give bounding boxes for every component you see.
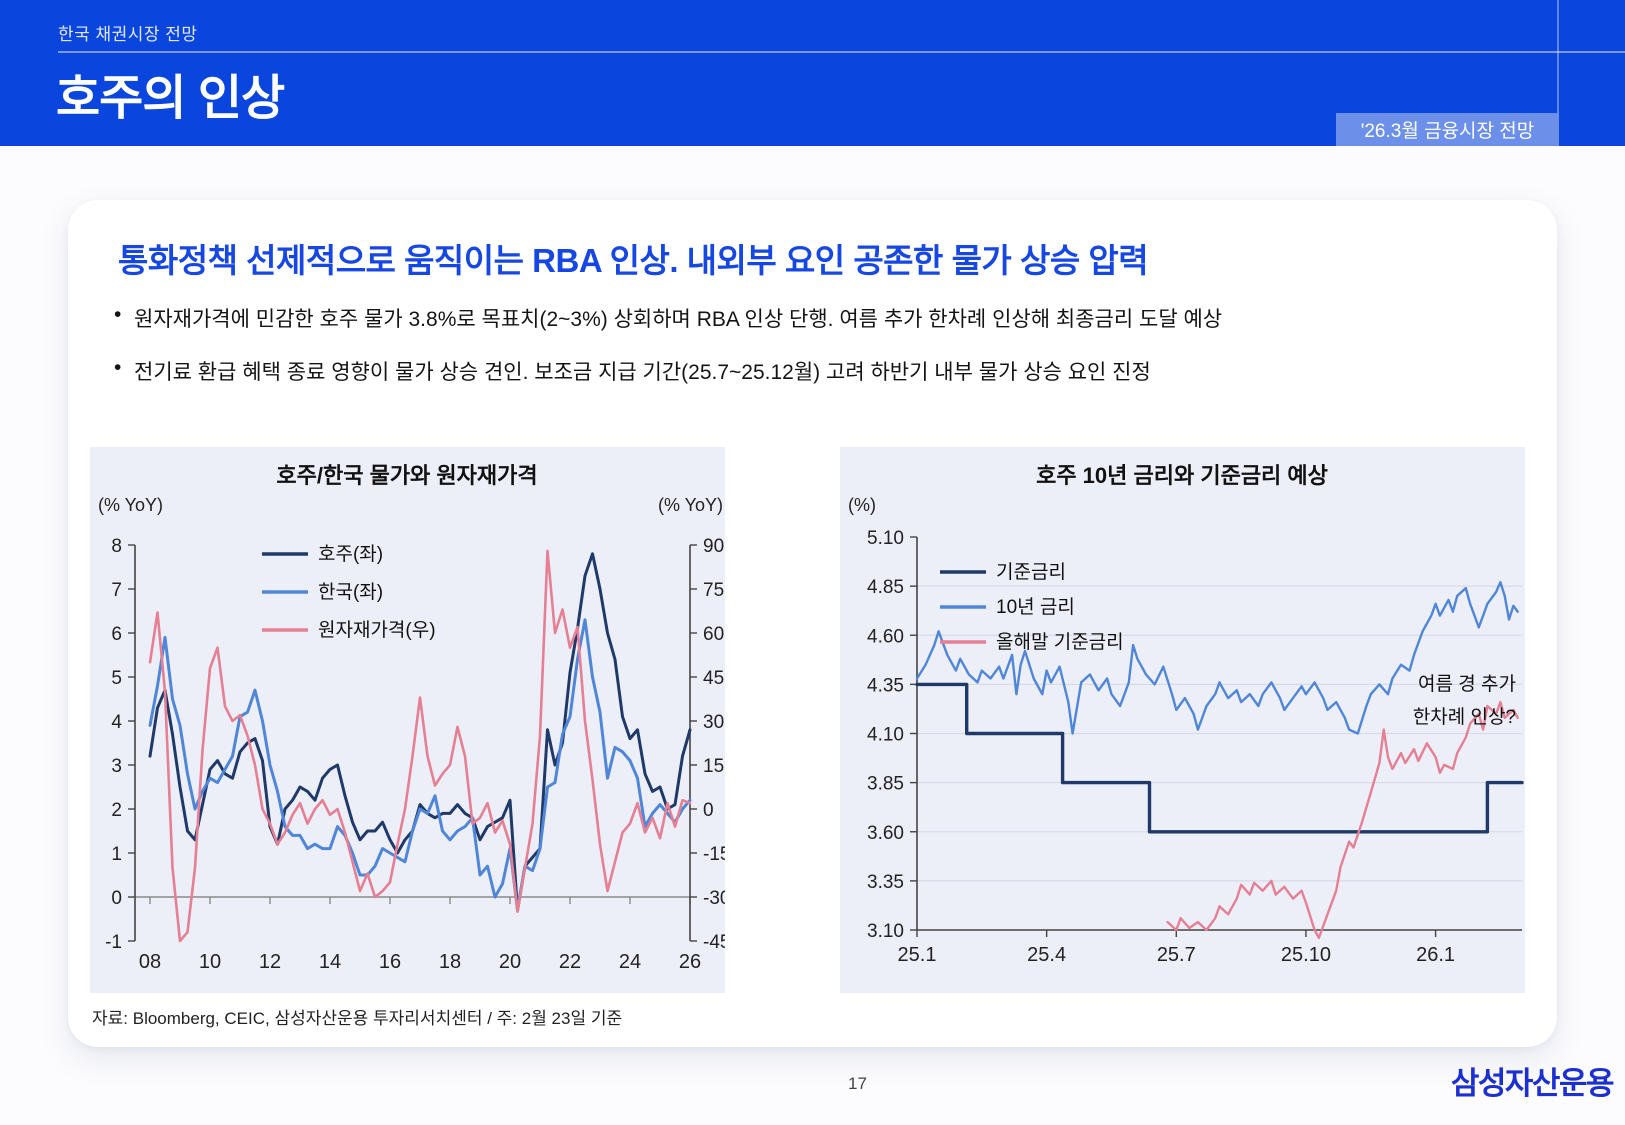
y-tick-label: 1 bbox=[111, 844, 122, 865]
x-tick-label: 16 bbox=[379, 951, 401, 973]
y-tick-label: 5 bbox=[111, 668, 122, 689]
kicker-text: 한국 채권시장 전망 bbox=[58, 25, 198, 44]
x-tick-label: 25.7 bbox=[1157, 944, 1196, 966]
y-tick-label: 3.85 bbox=[867, 774, 904, 795]
y-tick-label: 4.10 bbox=[867, 725, 904, 746]
right-y-tick-label: 30 bbox=[703, 712, 724, 733]
content-card: 통화정책 선제적으로 움직이는 RBA 인상. 내외부 요인 공존한 물가 상승… bbox=[68, 200, 1557, 1047]
series-line bbox=[1166, 700, 1519, 940]
x-tick-label: 25.10 bbox=[1281, 944, 1331, 966]
source-note: 자료: Bloomberg, CEIC, 삼성자산운용 투자리서치센터 / 주:… bbox=[92, 1009, 623, 1028]
right-y-tick-label: -15 bbox=[703, 844, 725, 865]
y-tick-label: 3.35 bbox=[867, 872, 904, 893]
x-tick-label: 12 bbox=[259, 951, 281, 973]
y-tick-label: 4.35 bbox=[867, 675, 904, 696]
axis-unit-label: (% YoY) bbox=[658, 495, 723, 515]
rates-chart: 호주 10년 금리와 기준금리 예상 (%) 25.1 25.4 25.7 25.10 26… bbox=[848, 463, 1524, 966]
series-line bbox=[148, 549, 692, 943]
rates-chart-panel: 호주 10년 금리와 기준금리 예상 (%) 25.1 25.4 25.7 25.10 26… bbox=[840, 447, 1525, 993]
chart-title: 호주/한국 물가와 원자재가격 bbox=[276, 463, 537, 488]
y-tick-label: 4.60 bbox=[867, 626, 904, 647]
right-y-tick-label: -45 bbox=[703, 932, 725, 953]
edition-badge: '26.3월 금융시장 전망 bbox=[1336, 113, 1559, 146]
y-tick-label: 6 bbox=[111, 624, 122, 645]
legend-label: 원자재가격(우) bbox=[318, 619, 436, 641]
x-tick-label: 08 bbox=[139, 951, 161, 973]
x-tick-label: 22 bbox=[559, 951, 581, 973]
y-tick-label: 4.85 bbox=[867, 577, 904, 598]
kicker-rule bbox=[58, 51, 1625, 53]
legend-label: 올해말 기준금리 bbox=[996, 631, 1124, 653]
badge-vline bbox=[1557, 0, 1559, 113]
series-line bbox=[148, 552, 692, 912]
right-y-tick-label: 45 bbox=[703, 668, 724, 689]
legend-label: 한국(좌) bbox=[318, 581, 383, 603]
x-tick-label: 25.4 bbox=[1027, 944, 1066, 966]
series-line bbox=[915, 580, 1519, 735]
right-y-tick-label: 60 bbox=[703, 624, 724, 645]
y-tick-label: 3.10 bbox=[867, 921, 904, 942]
right-y-tick-label: 15 bbox=[703, 756, 724, 777]
y-tick-label: 4 bbox=[111, 712, 122, 733]
bullet-item: 원자재가격에 민감한 호주 물가 3.8%로 목표치(2~3%) 상회하며 RB… bbox=[112, 303, 1222, 333]
y-tick-label: 0 bbox=[111, 888, 122, 909]
legend-label: 호주(좌) bbox=[318, 543, 383, 565]
legend-label: 기준금리 bbox=[996, 561, 1066, 583]
right-y-tick-label: -30 bbox=[703, 888, 725, 909]
x-tick-label: 26 bbox=[679, 951, 701, 973]
series-line bbox=[148, 618, 692, 912]
page-number: 17 bbox=[848, 1074, 867, 1093]
right-y-tick-label: 0 bbox=[703, 800, 714, 821]
x-tick-label: 10 bbox=[199, 951, 221, 973]
x-tick-label: 24 bbox=[619, 951, 641, 973]
inflation-commodity-chart-panel: 호주/한국 물가와 원자재가격 (% YoY) (% YoY) 08 10 12 14 16 1… bbox=[90, 447, 725, 993]
y-tick-label: 3.60 bbox=[867, 823, 904, 844]
y-tick-label: -1 bbox=[105, 932, 122, 953]
headline: 통화정책 선제적으로 움직이는 RBA 인상. 내외부 요인 공존한 물가 상승… bbox=[118, 242, 1149, 279]
bullet-list: 원자재가격에 민감한 호주 물가 3.8%로 목표치(2~3%) 상회하며 RB… bbox=[112, 303, 1222, 409]
series-line bbox=[915, 682, 1524, 834]
x-tick-label: 26.1 bbox=[1416, 944, 1455, 966]
x-tick-label: 18 bbox=[439, 951, 461, 973]
axis-unit-label: (%) bbox=[848, 495, 876, 515]
bullet-text: 원자재가격에 민감한 호주 물가 3.8%로 목표치(2~3%) 상회하며 RB… bbox=[134, 308, 1223, 331]
x-tick-label: 20 bbox=[499, 951, 521, 973]
right-y-tick-label: 90 bbox=[703, 536, 724, 557]
legend-label: 10년 금리 bbox=[996, 596, 1075, 618]
header-banner: 한국 채권시장 전망 호주의 인상 '26.3월 금융시장 전망 bbox=[0, 0, 1625, 146]
annotation: 여름 경 추가 bbox=[1418, 673, 1516, 695]
page-title: 호주의 인상 bbox=[56, 72, 285, 125]
chart-title: 호주 10년 금리와 기준금리 예상 bbox=[1036, 463, 1328, 488]
right-y-tick-label: 75 bbox=[703, 580, 724, 601]
x-tick-label: 14 bbox=[319, 951, 341, 973]
bullet-text: 전기료 환급 혜택 종료 영향이 물가 상승 견인. 보조금 지급 기간(25.… bbox=[134, 361, 1151, 384]
inflation-commodity-chart: 호주/한국 물가와 원자재가격(% YoY) (% YoY)08 10 12 14 16 1… bbox=[98, 463, 725, 973]
company-logo: 삼성자산운용 bbox=[1450, 1066, 1615, 1101]
y-tick-label: 7 bbox=[111, 580, 122, 601]
y-tick-label: 2 bbox=[111, 800, 122, 821]
axis-unit-label: (% YoY) bbox=[98, 495, 163, 515]
x-tick-label: 25.1 bbox=[898, 944, 937, 966]
y-tick-label: 5.10 bbox=[867, 528, 904, 549]
bullet-item: 전기료 환급 혜택 종료 영향이 물가 상승 견인. 보조금 지급 기간(25.… bbox=[112, 356, 1222, 386]
annotation: 한차례 인상? bbox=[1413, 706, 1516, 728]
y-tick-label: 3 bbox=[111, 756, 122, 777]
y-tick-label: 8 bbox=[111, 536, 122, 557]
